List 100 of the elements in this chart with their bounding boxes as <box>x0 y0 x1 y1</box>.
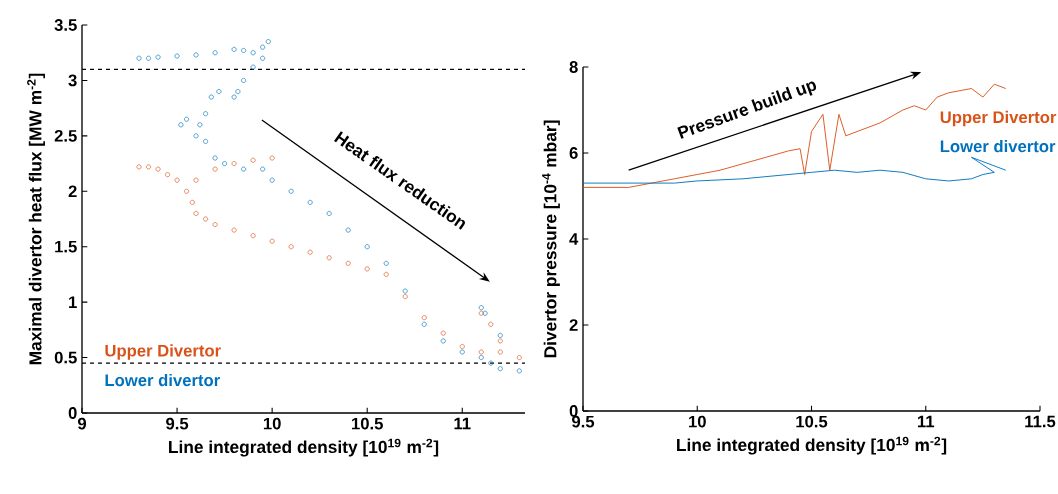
point <box>383 260 389 266</box>
point <box>184 188 190 194</box>
point <box>203 138 209 144</box>
x-axis-title: Line integrated density [10$^{19}$ m$^{-2}$] <box>677 436 947 455</box>
point <box>203 216 209 222</box>
point <box>231 46 237 52</box>
point <box>402 288 408 294</box>
point <box>165 172 171 178</box>
y-tick-label: 8 <box>569 61 578 73</box>
point <box>260 55 266 61</box>
point <box>421 315 427 321</box>
point <box>478 349 484 355</box>
point <box>212 155 218 161</box>
point <box>497 338 503 344</box>
y-tick-label: 1 <box>69 296 77 308</box>
y-tick-label: 0 <box>569 405 578 417</box>
point <box>459 344 465 349</box>
point <box>440 338 446 344</box>
point <box>155 54 161 60</box>
y-tick-label: 0.5 <box>54 351 77 364</box>
point <box>212 222 218 228</box>
point <box>482 310 488 316</box>
point <box>146 55 152 61</box>
point <box>241 48 247 53</box>
point <box>193 133 199 139</box>
point <box>136 164 142 170</box>
x-tick-label: 10 <box>263 417 281 430</box>
y-tick-label: 2.5 <box>54 129 77 142</box>
point <box>326 210 332 216</box>
point <box>193 177 199 183</box>
y-tick-label: 1.5 <box>55 240 77 253</box>
x-tick-label: 9.5 <box>166 417 189 430</box>
y-tick-label: 3.5 <box>54 19 77 31</box>
point <box>146 164 152 170</box>
point <box>231 227 237 233</box>
y-axis-title: Maximal divertor heat flux [MW m$^{-2}$] <box>27 73 45 365</box>
point <box>155 166 161 172</box>
x-tick-label: 11.5 <box>1025 415 1056 428</box>
point <box>241 166 247 172</box>
point <box>174 177 180 183</box>
point <box>364 266 370 272</box>
point <box>250 50 256 56</box>
point <box>208 94 214 100</box>
point <box>269 238 275 244</box>
point <box>235 89 241 94</box>
series-label: Upper Divertor <box>940 110 1057 127</box>
point <box>193 52 199 58</box>
point <box>193 210 199 216</box>
y-axis-title: Divertor pressure [10$^{-4}$ mbar] <box>542 120 560 358</box>
point <box>478 305 484 311</box>
point <box>250 64 256 70</box>
point <box>222 161 228 167</box>
point <box>478 310 484 316</box>
y-tick-label: 4 <box>569 233 579 245</box>
y-tick-label: 3 <box>68 74 77 87</box>
point <box>212 50 218 56</box>
x-tick-label: 10 <box>689 415 706 428</box>
point <box>216 89 222 94</box>
y-tick-label: 2 <box>569 319 578 331</box>
x-tick-label: 9.5 <box>572 415 595 428</box>
point <box>440 330 446 336</box>
y-tick-label: 0 <box>68 407 77 419</box>
x-axis-title: Line integrated density [10$^{19}$ m$^{-2}$] <box>169 438 439 457</box>
point <box>364 244 370 250</box>
point <box>231 94 237 100</box>
point <box>260 44 266 50</box>
text: Lower divertor <box>105 373 220 387</box>
point <box>383 271 389 277</box>
point <box>178 122 184 128</box>
point <box>516 368 522 374</box>
x-tick-label: 9 <box>77 417 87 430</box>
point <box>497 349 503 355</box>
point <box>189 199 195 205</box>
point <box>345 227 351 233</box>
x-tick-label: 11 <box>917 415 935 428</box>
point <box>203 111 209 117</box>
series-label: Lower divertor <box>940 139 1056 153</box>
point <box>478 355 484 361</box>
x-tick-label: 10.5 <box>352 417 383 430</box>
point <box>345 260 351 266</box>
point <box>307 249 313 255</box>
point <box>197 122 203 128</box>
point <box>421 321 427 327</box>
point <box>288 244 294 250</box>
point <box>241 77 247 83</box>
text: Upper Divertor <box>105 344 221 360</box>
point <box>307 199 313 205</box>
point <box>250 157 256 163</box>
point <box>288 188 294 194</box>
point <box>269 155 275 161</box>
point <box>326 255 332 261</box>
point <box>231 161 237 167</box>
point <box>269 177 275 183</box>
point <box>459 349 465 355</box>
point <box>184 116 190 122</box>
point <box>497 366 503 372</box>
point <box>402 294 408 300</box>
point <box>250 233 256 239</box>
point <box>516 355 522 361</box>
y-tick-label: 2 <box>68 185 77 198</box>
